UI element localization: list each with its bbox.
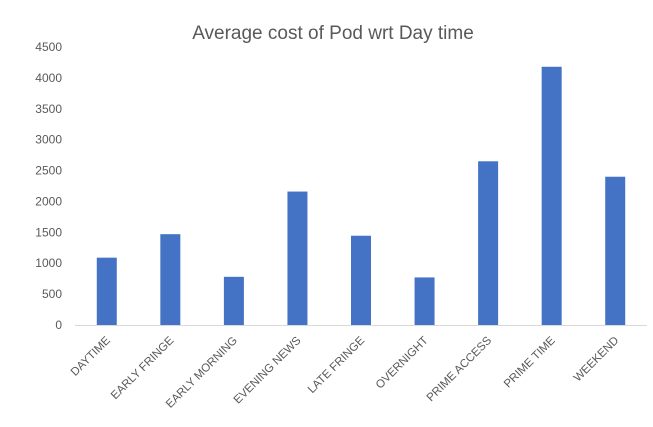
y-tick-label: 2500 (35, 164, 62, 178)
y-tick-label: 0 (55, 318, 62, 332)
x-tick-label: EVENING NEWS (232, 334, 304, 406)
bar-weekend (605, 176, 626, 325)
y-tick-label: 3000 (35, 133, 62, 147)
x-tick-label: EARLY MORNING (164, 335, 240, 411)
bar-prime-time (541, 66, 562, 325)
bar-evening-news (287, 191, 308, 325)
bar-early-morning (223, 276, 244, 325)
y-tick-label: 4500 (35, 40, 62, 54)
bar-overnight (414, 277, 435, 325)
bars-group (96, 66, 626, 325)
bar-daytime (96, 257, 117, 325)
x-tick-label: PRIME TIME (502, 334, 558, 390)
y-tick-label: 4000 (35, 71, 62, 85)
y-tick-label: 1500 (35, 225, 62, 239)
chart-title: Average cost of Pod wrt Day time (192, 23, 474, 44)
x-tick-label: EARLY FRINGE (109, 334, 177, 402)
x-tick-label: LATE FRINGE (306, 334, 367, 395)
bar-prime-access (478, 161, 499, 325)
y-axis-ticks: 0 500 1000 1500 2000 2500 3000 3500 4000 4500 (35, 40, 62, 332)
x-tick-label: DAYTIME (69, 334, 113, 378)
bar-early-fringe (160, 234, 181, 325)
bar-late-fringe (351, 235, 371, 325)
y-tick-label: 500 (42, 287, 62, 301)
x-tick-label: PRIME ACCESS (425, 334, 495, 404)
x-tick-label: OVERNIGHT (374, 335, 431, 392)
x-tick-label: WEEKEND (572, 335, 622, 385)
y-tick-label: 2000 (35, 194, 62, 208)
y-tick-label: 3500 (35, 102, 62, 116)
y-tick-label: 1000 (35, 256, 62, 270)
